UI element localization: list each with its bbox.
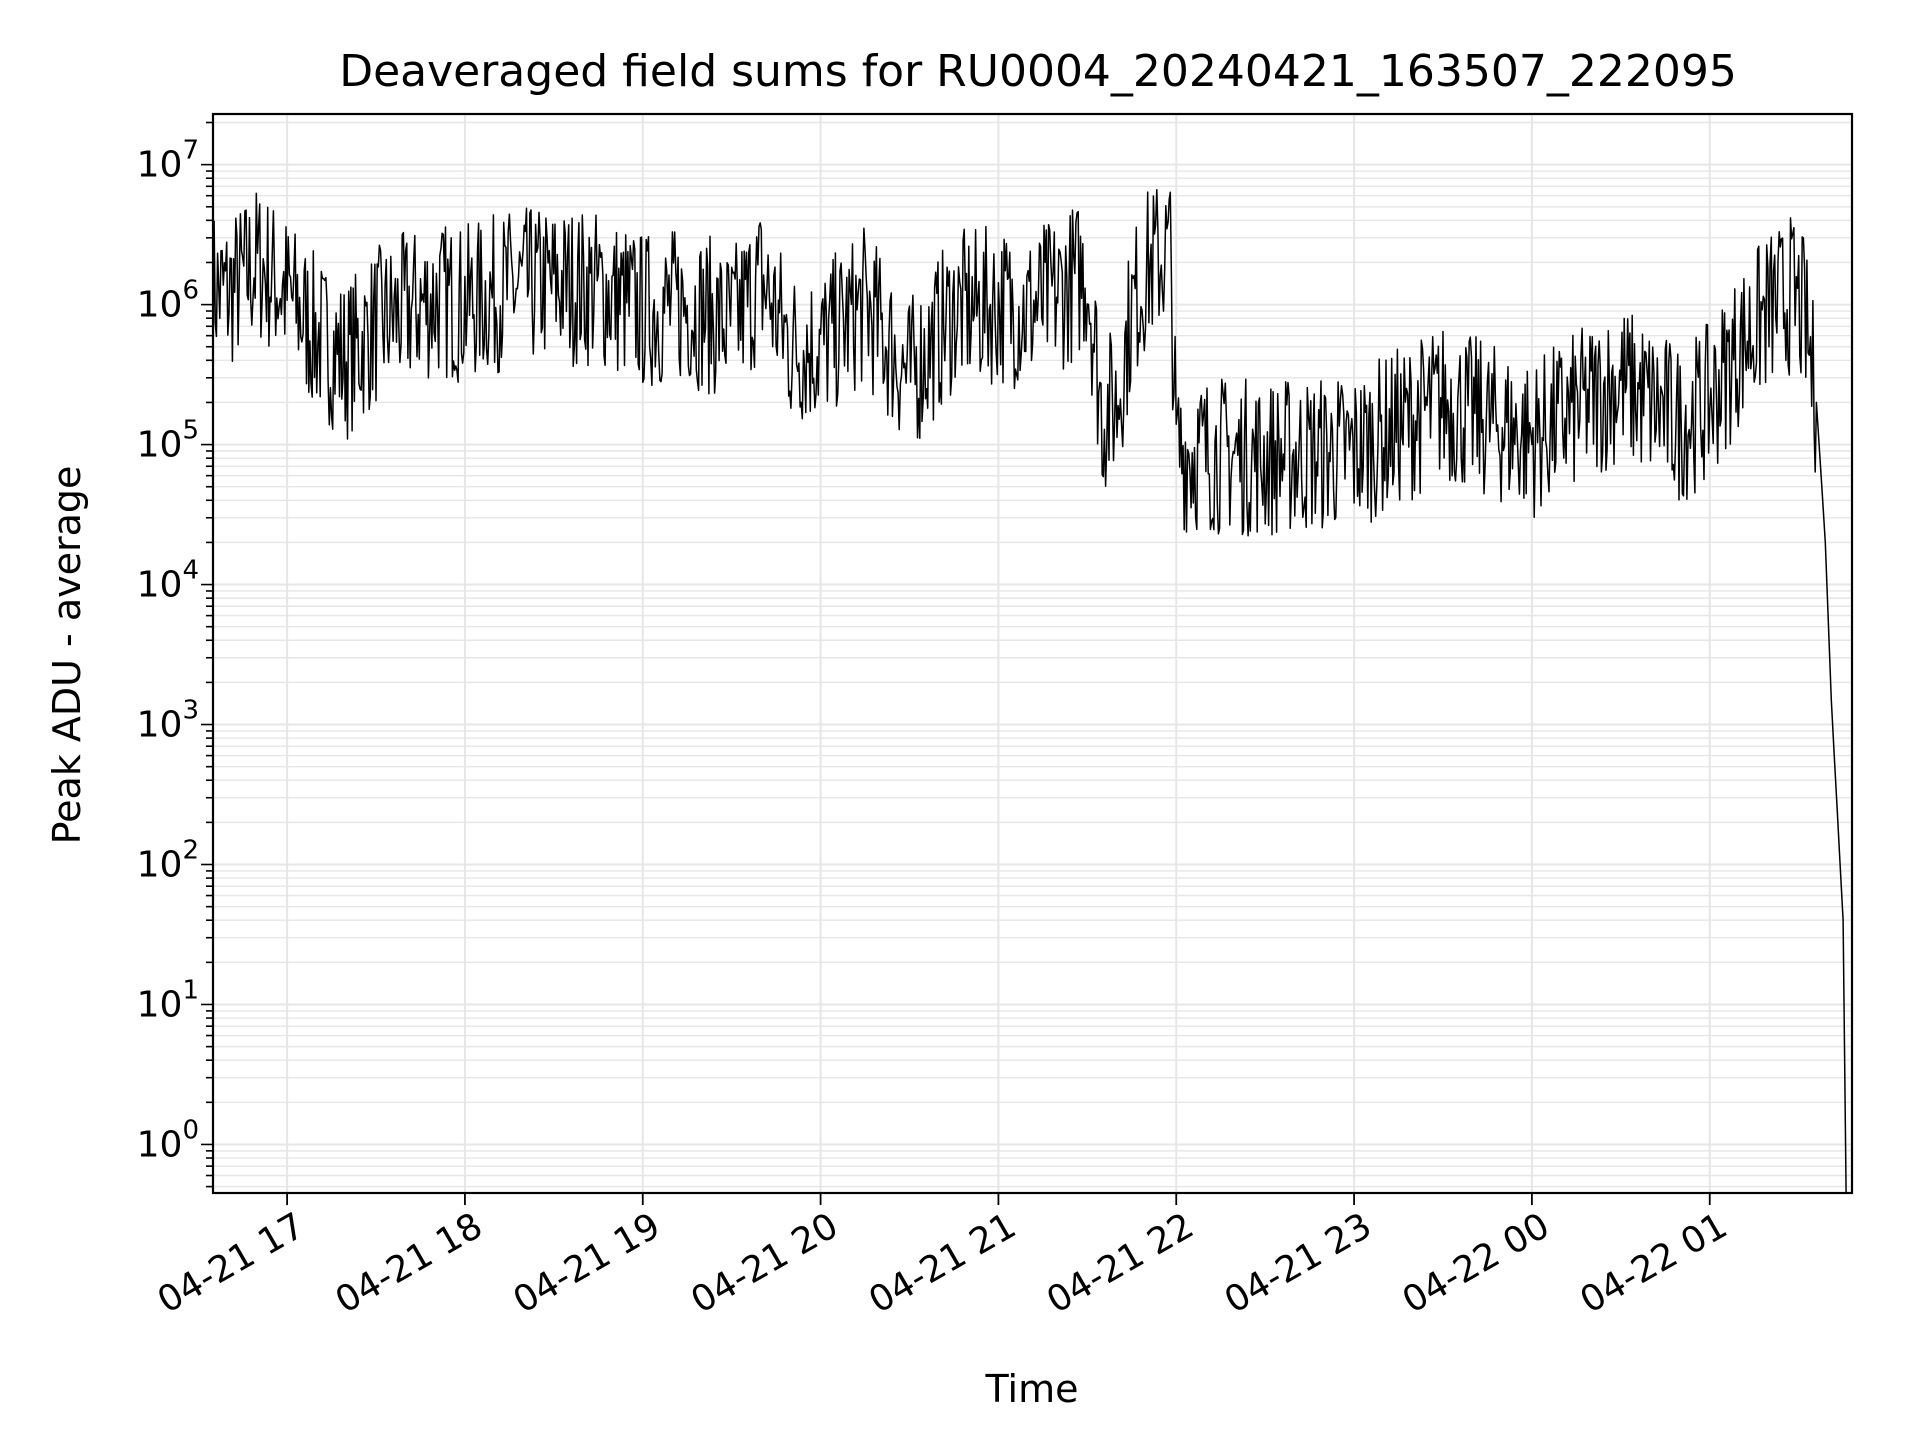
y-tick-label: 100 [137,1115,199,1165]
y-tick-label: 106 [137,276,199,326]
series-line [212,189,1847,1194]
y-tick-label: 101 [137,975,199,1025]
y-tick-label: 107 [137,136,199,186]
chart-title: Deaveraged field sums for RU0004_2024042… [339,46,1737,97]
y-tick-label: 102 [137,836,199,886]
y-tick-label: 104 [137,556,199,606]
y-axis-label: Peak ADU - average [45,466,89,845]
plot-frame [211,112,1854,1195]
series-line-group [212,189,1847,1194]
y-tick-label: 105 [137,416,199,466]
x-axis-label: Time [985,1367,1079,1411]
y-axis: 100 101 102 103 104 105 106 107 [137,121,213,1188]
y-tick-label: 103 [137,696,199,746]
